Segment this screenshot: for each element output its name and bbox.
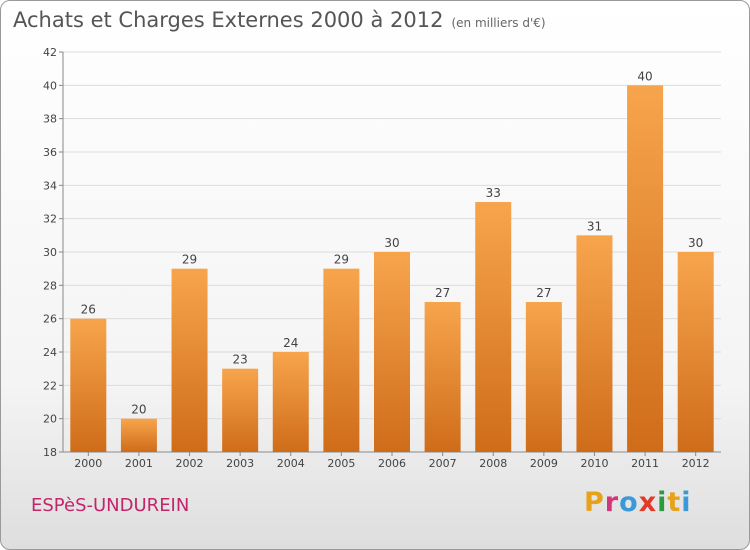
bar	[120, 418, 157, 452]
axes: 18 20 22 24 26 28 30 32 34 36 38 40 42 2000 2001 2002 20…	[43, 46, 721, 470]
x-tick-label: 2004	[277, 457, 305, 470]
bar	[272, 352, 309, 452]
bar-value-label: 27	[536, 286, 551, 300]
y-tick-label: 42	[43, 46, 57, 59]
bar-value-label: 30	[688, 236, 703, 250]
data-labels: 26 20 29 23 24 29 30 27 33 27 31 40 30	[81, 69, 704, 416]
logo-letter: i	[681, 487, 692, 518]
bar	[475, 202, 512, 452]
bar	[171, 268, 208, 452]
bar-value-label: 31	[587, 219, 602, 233]
bar	[374, 252, 410, 452]
logo-letter: P	[584, 487, 605, 518]
bar-value-label: 20	[131, 403, 146, 417]
x-tick-label: 2009	[530, 457, 558, 470]
x-tick-label: 2003	[226, 457, 254, 470]
bar	[677, 252, 714, 452]
x-tick-label: 2001	[125, 457, 153, 470]
bar-value-label: 29	[182, 253, 197, 267]
x-tick-label: 2006	[378, 457, 406, 470]
bar-value-label: 26	[81, 303, 96, 317]
logo-letter: r	[604, 487, 620, 518]
bar-value-label: 29	[334, 253, 349, 267]
y-tick-label: 22	[43, 379, 57, 392]
x-tick-label: 2007	[429, 457, 457, 470]
bar-value-label: 27	[435, 286, 450, 300]
bar	[627, 85, 664, 452]
y-tick-label: 20	[43, 413, 57, 426]
y-tick-label: 26	[43, 313, 57, 326]
x-tick-label: 2008	[479, 457, 507, 470]
y-tick-label: 36	[43, 146, 57, 159]
unit-label: (en milliers d'€)	[451, 16, 546, 30]
y-tick-label: 32	[43, 213, 57, 226]
y-tick-label: 38	[43, 113, 57, 126]
bar-value-label: 24	[283, 336, 298, 350]
logo-letter: t	[667, 487, 682, 518]
x-tick-label: 2002	[176, 457, 204, 470]
bar	[323, 268, 360, 452]
bar-value-label: 40	[637, 69, 652, 83]
logo-letter: i	[657, 487, 668, 518]
bar	[525, 302, 562, 452]
x-tick-label: 2010	[580, 457, 608, 470]
proxiti-logo[interactable]: Proxiti	[584, 487, 692, 518]
x-tick-label: 2005	[327, 457, 355, 470]
bar	[424, 302, 461, 452]
logo-letter: o	[619, 487, 639, 518]
x-tick-label: 2011	[631, 457, 659, 470]
y-tick-label: 40	[43, 79, 57, 92]
x-tick-label: 2012	[682, 457, 710, 470]
bar	[576, 235, 613, 452]
logo-letter: x	[638, 487, 658, 518]
y-tick-label: 24	[43, 346, 57, 359]
commune-name: ESPèS-UNDUREIN	[31, 495, 190, 516]
y-tick-label: 18	[43, 446, 57, 459]
chart-title: Achats et Charges Externes 2000 à 2012 (e…	[13, 8, 546, 32]
title-text: Achats et Charges Externes 2000 à 2012	[13, 8, 444, 32]
bars	[70, 85, 714, 452]
bar-value-label: 30	[384, 236, 399, 250]
y-tick-label: 28	[43, 279, 57, 292]
y-tick-label: 34	[43, 179, 57, 192]
bar-value-label: 33	[486, 186, 501, 200]
bar	[222, 368, 259, 452]
bar-value-label: 23	[233, 353, 248, 367]
x-tick-label: 2000	[74, 457, 102, 470]
y-tick-label: 30	[43, 246, 57, 259]
bar	[70, 318, 107, 452]
